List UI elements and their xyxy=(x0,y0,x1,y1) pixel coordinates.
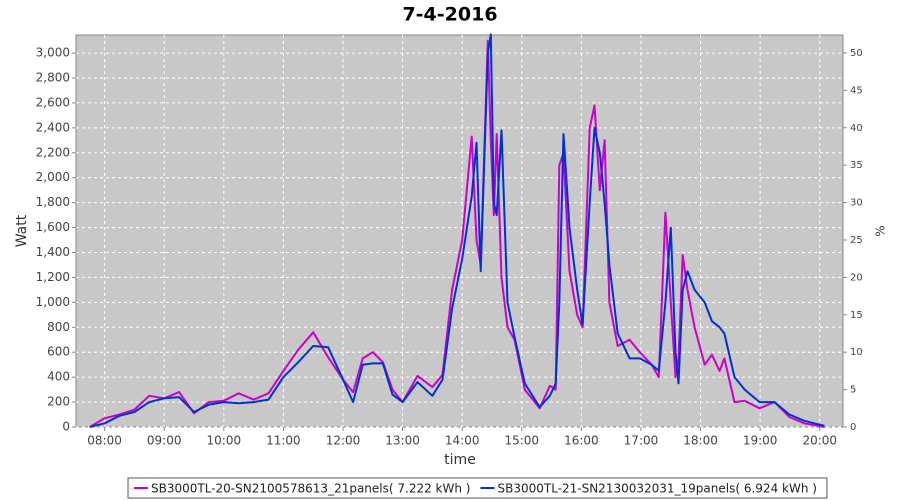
y2-tick-label: 25 xyxy=(850,235,863,246)
x-tick-label: 14:00 xyxy=(445,434,480,448)
y-tick-label: 2,200 xyxy=(36,145,70,159)
y2-tick-label: 15 xyxy=(850,310,863,321)
chart-title: 7-4-2016 xyxy=(402,4,497,26)
x-tick-label: 08:00 xyxy=(87,434,122,448)
y-tick-label: 2,800 xyxy=(36,71,70,85)
y2-tick-label: 40 xyxy=(850,123,863,134)
x-tick-label: 16:00 xyxy=(564,434,599,448)
x-tick-label: 20:00 xyxy=(802,434,837,448)
y-tick-label: 2,000 xyxy=(36,170,70,184)
y2-tick-label: 10 xyxy=(850,347,863,358)
x-tick-label: 10:00 xyxy=(207,434,242,448)
legend-label: SB3000TL-21-SN2130032031_19panels( 6.924… xyxy=(497,482,816,496)
plot-area xyxy=(75,34,844,428)
y-tick-label: 0 xyxy=(62,420,70,434)
x-tick-label: 19:00 xyxy=(743,434,778,448)
y2-tick-label: 35 xyxy=(850,160,863,171)
legend-label: SB3000TL-20-SN2100578613_21panels( 7.222… xyxy=(151,482,470,496)
y-tick-label: 600 xyxy=(47,345,70,359)
y2-tick-label: 30 xyxy=(850,198,863,209)
y-tick-label: 200 xyxy=(47,395,70,409)
y-tick-label: 1,600 xyxy=(36,220,70,234)
y-tick-label: 1,200 xyxy=(36,270,70,284)
y2-axis-label: % xyxy=(874,225,888,236)
y-tick-label: 800 xyxy=(47,320,70,334)
y-tick-label: 1,800 xyxy=(36,195,70,209)
x-axis-label: time xyxy=(444,452,476,468)
y2-tick-label: 50 xyxy=(850,48,863,59)
y-tick-label: 2,400 xyxy=(36,120,70,134)
series-line xyxy=(89,33,825,428)
y-tick-label: 1,000 xyxy=(36,295,70,309)
y-axis-label: Watt xyxy=(14,214,30,247)
y2-tick-label: 20 xyxy=(850,272,863,283)
series-line xyxy=(89,39,825,428)
x-tick-label: 09:00 xyxy=(147,434,182,448)
x-tick-label: 15:00 xyxy=(504,434,539,448)
x-tick-label: 18:00 xyxy=(683,434,718,448)
y-tick-label: 1,400 xyxy=(36,245,70,259)
legend-box xyxy=(127,477,828,499)
y-tick-label: 2,600 xyxy=(36,95,70,109)
x-tick-label: 13:00 xyxy=(385,434,420,448)
x-tick-label: 11:00 xyxy=(266,434,301,448)
y2-tick-label: 5 xyxy=(850,385,856,396)
x-tick-label: 12:00 xyxy=(326,434,361,448)
y2-tick-label: 0 xyxy=(850,422,856,433)
y2-tick-label: 45 xyxy=(850,85,863,96)
y-tick-label: 3,000 xyxy=(36,46,70,60)
x-tick-label: 17:00 xyxy=(624,434,659,448)
y-tick-label: 400 xyxy=(47,370,70,384)
